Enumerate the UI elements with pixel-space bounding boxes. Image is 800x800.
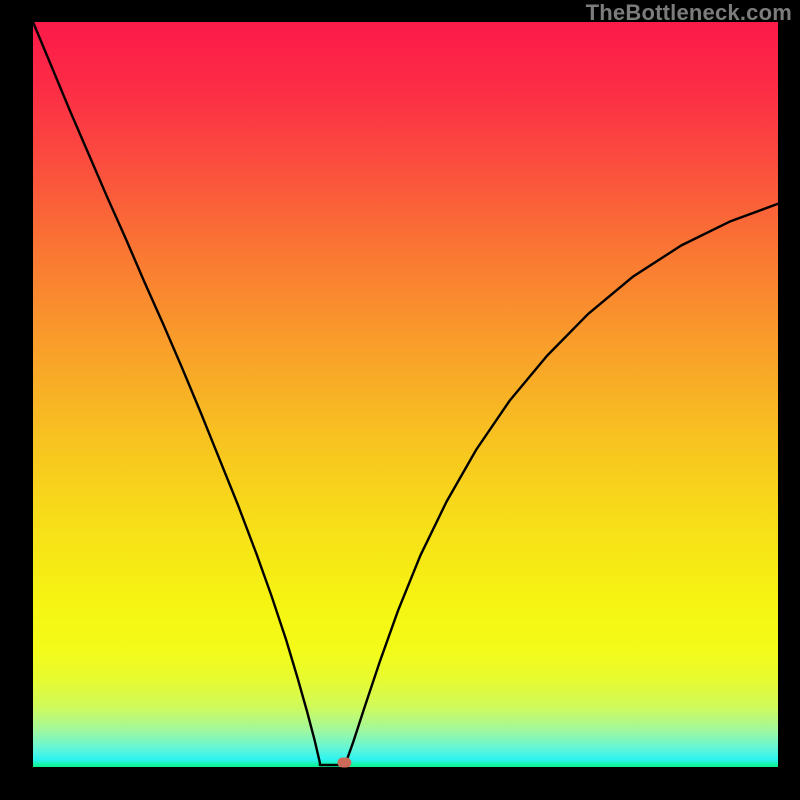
plot-background-gradient [33, 22, 778, 767]
chart-frame [0, 0, 800, 800]
minimum-marker [337, 758, 351, 768]
watermark-text: TheBottleneck.com [586, 0, 792, 26]
